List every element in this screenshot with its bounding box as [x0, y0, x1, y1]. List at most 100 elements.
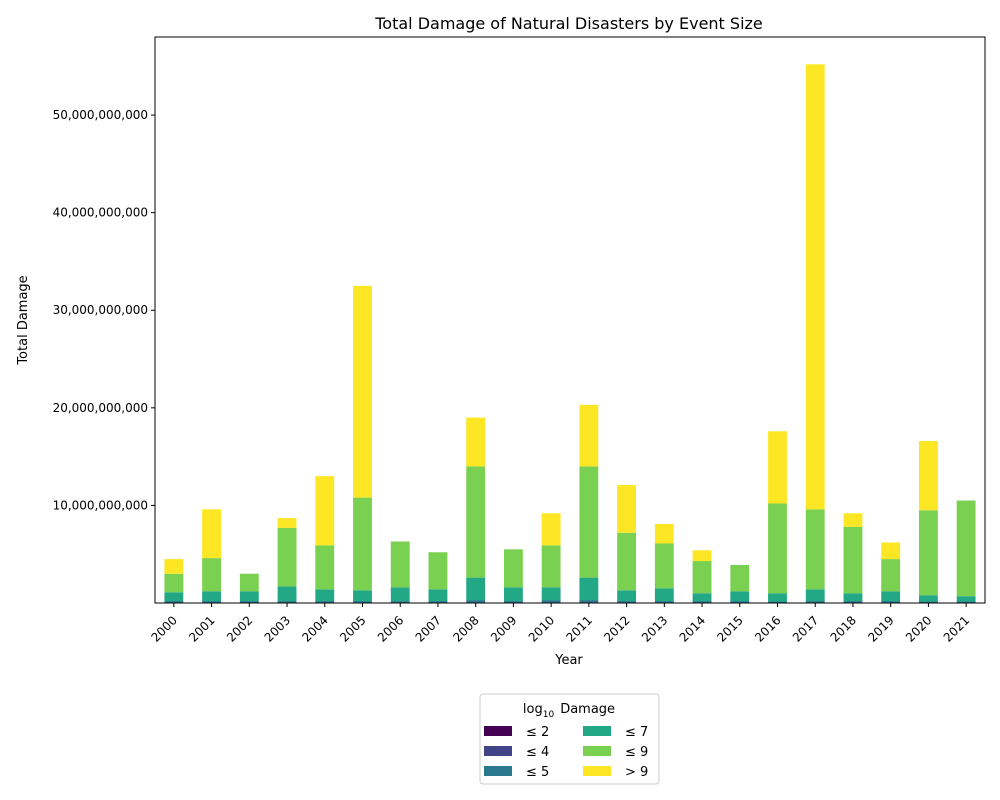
bar-2006-series-4 [390, 541, 410, 588]
bar-2004-series-4 [315, 545, 335, 590]
bar-2019-series-5 [881, 542, 901, 560]
x-tick-label-2004: 2004 [299, 613, 330, 644]
x-tick-label-2016: 2016 [752, 613, 783, 644]
bar-2014-series-5 [692, 550, 712, 562]
bar-2005-series-2 [353, 601, 372, 603]
bar-2004-series-2 [315, 601, 335, 603]
bar-2008-series-4 [466, 466, 486, 578]
bar-2011-series-2 [579, 600, 599, 603]
bar-2003-series-2 [277, 601, 297, 603]
bar-2018-series-5 [843, 513, 863, 527]
x-tick-label-2005: 2005 [337, 613, 368, 644]
bar-2013-series-2 [654, 601, 674, 603]
bar-2018-series-3 [843, 593, 863, 602]
legend-swatch-4 [583, 746, 611, 756]
x-tick-label-2020: 2020 [903, 613, 934, 644]
bar-2002-series-3 [239, 591, 259, 602]
bar-2015-series-2 [730, 601, 750, 603]
bar-2018-series-2 [843, 601, 863, 603]
x-tick-label-2013: 2013 [639, 613, 670, 644]
legend-items: ≤ 2 ≤ 4 ≤ 5 ≤ 7 ≤ 9 > 9 [484, 725, 648, 780]
bar-2010-series-2 [541, 600, 561, 603]
bar-2017-series-2 [805, 601, 825, 603]
x-tick-label-2017: 2017 [790, 613, 821, 644]
bar-2017-series-4 [805, 509, 825, 590]
bar-2019-series-3 [881, 591, 901, 602]
legend-label-3: ≤ 7 [625, 725, 648, 740]
legend-label-5: > 9 [625, 765, 648, 780]
bar-2009-series-4 [503, 549, 523, 588]
bar-2014-series-2 [692, 601, 712, 603]
x-tick-label-2012: 2012 [601, 613, 632, 644]
bar-2001-series-3 [202, 591, 222, 602]
x-tick-label-2001: 2001 [186, 613, 217, 644]
bar-2008-series-5 [466, 417, 486, 467]
bar-2003-series-3 [277, 586, 297, 602]
legend-title-base: log [523, 702, 543, 717]
bar-2004-series-3 [315, 589, 335, 602]
bar-2017-series-3 [805, 589, 825, 602]
bar-2017-series-5 [805, 64, 825, 510]
bar-2009-series-2 [503, 601, 523, 603]
y-tick-label-1: 20,000,000,000 [53, 401, 148, 415]
bar-2000-series-2 [164, 601, 184, 603]
bar-2011-series-5 [579, 404, 599, 467]
x-tick-label-2000: 2000 [148, 613, 179, 644]
bar-2019-series-4 [881, 559, 901, 592]
bar-2021-series-3 [956, 596, 976, 602]
x-tick-label-2002: 2002 [224, 613, 255, 644]
bar-2001-series-4 [202, 558, 222, 592]
legend-swatch-3 [583, 726, 611, 736]
legend-label-4: ≤ 9 [625, 745, 648, 760]
bar-2005-series-3 [353, 590, 372, 602]
bar-2012-series-5 [617, 484, 637, 533]
bar-2007-series-4 [428, 552, 448, 590]
y-axis: 10,000,000,000 20,000,000,000 30,000,000,0… [53, 108, 155, 512]
bar-2020-series-3 [918, 595, 938, 602]
bar-2002-series-2 [239, 601, 259, 603]
bar-2014-series-3 [692, 593, 712, 602]
bar-2003-series-4 [277, 527, 297, 587]
bar-2021-series-2 [956, 601, 976, 603]
x-tick-label-2014: 2014 [677, 613, 708, 644]
bar-2020-series-4 [918, 510, 938, 596]
bar-2016-series-4 [768, 503, 787, 594]
bar-2010-series-3 [541, 587, 561, 601]
x-tick-label-2008: 2008 [450, 613, 481, 644]
bar-2000-series-4 [164, 573, 184, 593]
bar-2012-series-4 [617, 532, 637, 591]
bar-2001-series-2 [202, 601, 222, 603]
legend-label-0: ≤ 2 [526, 725, 549, 740]
bar-2008-series-3 [466, 577, 486, 601]
bar-2016-series-2 [768, 601, 787, 603]
x-tick-label-2015: 2015 [714, 613, 745, 644]
x-tick-label-2006: 2006 [375, 613, 406, 644]
legend-label-2: ≤ 5 [526, 765, 549, 780]
chart-title: Total Damage of Natural Disasters by Eve… [374, 14, 763, 33]
bar-2001-series-5 [202, 509, 222, 559]
y-tick-label-2: 30,000,000,000 [53, 303, 148, 317]
x-tick-label-2009: 2009 [488, 613, 519, 644]
x-tick-label-2021: 2021 [941, 613, 972, 644]
x-tick-label-2019: 2019 [865, 613, 896, 644]
bar-2002-series-4 [239, 573, 259, 592]
legend-frame [479, 693, 660, 785]
bar-2021-series-4 [956, 500, 976, 597]
bar-2013-series-5 [654, 523, 674, 544]
legend-title-rest: Damage [560, 702, 615, 717]
bar-2015-series-3 [730, 591, 750, 602]
legend-title-sub: 10 [543, 710, 555, 720]
legend-label-1: ≤ 4 [526, 745, 549, 760]
x-tick-label-2011: 2011 [563, 613, 594, 644]
legend-title: log10 Damage [523, 702, 615, 720]
bar-2010-series-4 [541, 545, 561, 588]
bar-2008-series-2 [466, 600, 486, 603]
y-axis-label: Total Damage [16, 275, 31, 365]
bar-2000-series-5 [164, 559, 184, 574]
x-axis: 2000 2001 2002 2003 2004 2005 2006 2007 2008 2009… [148, 603, 972, 645]
bar-2020-series-5 [918, 441, 938, 511]
bar-2013-series-4 [654, 543, 674, 589]
bar-2016-series-3 [768, 593, 787, 602]
bar-2011-series-4 [579, 466, 599, 578]
x-axis-label: Year [554, 653, 583, 668]
